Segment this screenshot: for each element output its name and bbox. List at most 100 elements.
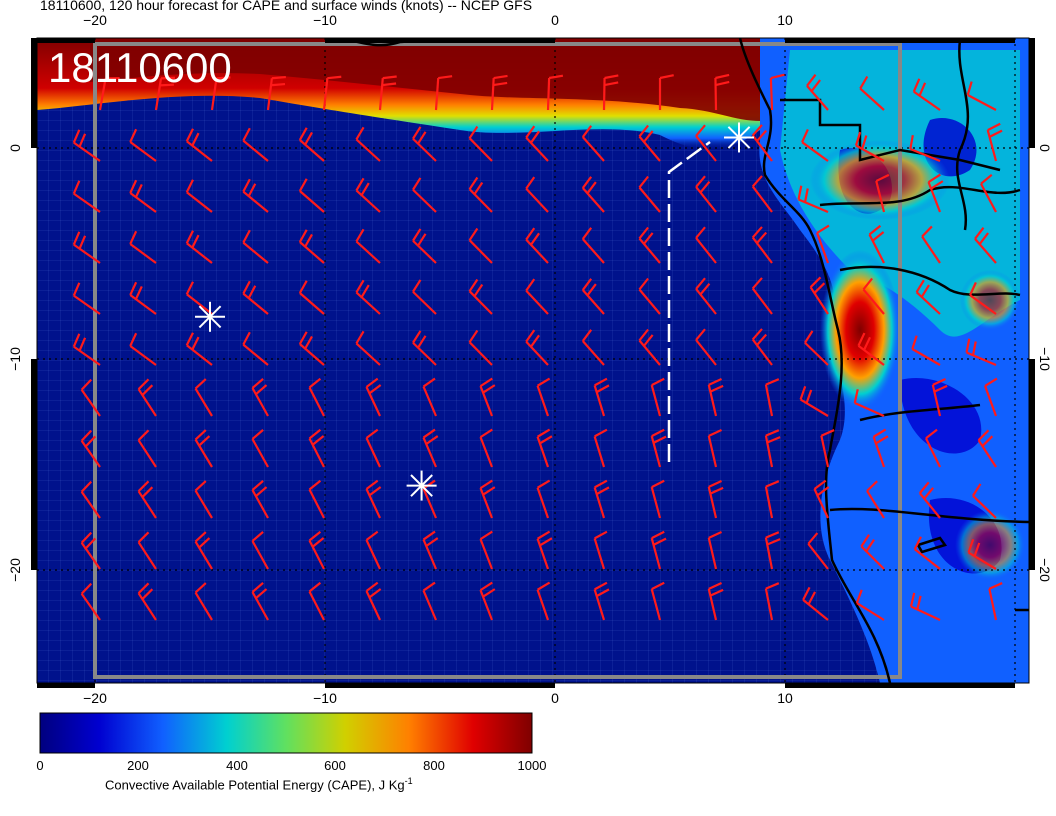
wind-barb — [866, 480, 885, 519]
wind-barb — [72, 231, 101, 264]
wind-barb — [872, 428, 889, 468]
wind-barb — [266, 75, 286, 111]
wind-barb — [251, 378, 269, 417]
wind-barb — [638, 124, 661, 162]
wind-barb — [72, 333, 101, 366]
wind-barb — [479, 377, 496, 417]
wind-barb — [365, 530, 381, 570]
wind-barb — [650, 377, 665, 417]
wind-barb — [242, 178, 269, 213]
lon-tick-top: 10 — [777, 12, 793, 28]
wind-barb — [365, 377, 382, 417]
wind-barb — [707, 377, 724, 417]
wind-barb — [308, 377, 325, 417]
wind-barb — [593, 479, 610, 519]
wind-barb — [816, 224, 830, 264]
wind-barb — [412, 330, 437, 366]
wind-barb — [972, 483, 997, 519]
wind-barb — [210, 76, 231, 111]
wind-barb — [525, 278, 549, 315]
wind-barb — [194, 531, 213, 570]
wind-barb — [915, 279, 941, 315]
wind-barb — [536, 530, 553, 570]
wind-barb — [764, 582, 780, 621]
wind-barb — [751, 124, 773, 162]
lon-tick-top: 0 — [551, 12, 559, 28]
wind-barb — [72, 180, 101, 213]
wind-barb — [322, 75, 342, 111]
wind-barb — [650, 530, 667, 570]
wind-barb — [412, 228, 437, 264]
lat-tick-left: −10 — [7, 347, 23, 371]
wind-barb — [308, 428, 325, 468]
lat-tick-labels-right: 0 −10 −20 — [1037, 144, 1053, 582]
wind-barb — [804, 330, 829, 366]
wind-barb — [751, 175, 773, 213]
wind-barb — [581, 227, 605, 264]
wind-barb — [137, 480, 157, 519]
axis-frame — [31, 37, 1035, 688]
wind-barb — [853, 389, 885, 418]
wind-barb — [298, 331, 325, 366]
wind-barb — [801, 128, 829, 162]
colorbar-tick: 800 — [423, 758, 445, 773]
wind-barb — [860, 534, 885, 570]
wind-barb — [984, 377, 998, 417]
colorbar-label-sup: -1 — [404, 776, 413, 786]
wind-barb — [695, 328, 717, 366]
wind-barb — [988, 582, 1003, 621]
wind-barb — [422, 428, 439, 468]
cape-hotspot-east — [960, 270, 1020, 330]
wind-barb — [965, 338, 997, 367]
wind-barb — [927, 173, 944, 213]
wind-barb — [707, 530, 722, 570]
wind-barb — [911, 335, 941, 366]
wind-barb — [857, 332, 885, 366]
wind-barb — [129, 281, 157, 315]
wind-barb — [854, 131, 885, 162]
wind-barb — [298, 229, 325, 264]
wind-barb — [129, 128, 157, 162]
wind-barb — [251, 531, 269, 570]
wind-barb — [980, 173, 997, 213]
map-panel — [37, 38, 1029, 683]
wind-barb — [412, 279, 437, 315]
wind-barb — [806, 74, 829, 111]
wind-barb — [525, 176, 549, 213]
wind-barb — [751, 328, 773, 366]
wind-barb — [194, 480, 213, 519]
wind-barb — [909, 592, 941, 621]
lat-tick-labels-left: 0 −10 −20 — [7, 144, 23, 582]
wind-barb — [650, 428, 667, 468]
wind-barb — [967, 538, 997, 570]
lon-tick-top: −20 — [83, 12, 107, 28]
wind-barb — [137, 582, 157, 621]
wind-barb — [251, 429, 269, 468]
wind-barb — [479, 530, 494, 570]
wind-barb — [468, 278, 493, 315]
wind-barb — [251, 480, 269, 519]
wind-barb — [638, 175, 661, 213]
wind-barb — [468, 329, 493, 366]
cape-hotspot-coast — [820, 250, 900, 410]
wind-barb — [919, 481, 941, 519]
wind-barb — [593, 581, 610, 621]
wind-barb — [931, 377, 948, 417]
lat-tick-right: 0 — [1037, 144, 1053, 152]
wind-barb — [154, 76, 176, 111]
wind-barb — [593, 377, 610, 417]
wind-barb — [185, 179, 213, 213]
wind-barb — [355, 177, 381, 213]
wind-barb — [422, 479, 438, 519]
wind-barb — [129, 332, 157, 366]
wind-barb — [707, 581, 724, 621]
wind-barb — [546, 74, 564, 111]
wind-barb — [365, 428, 381, 468]
lat-tick-right: −10 — [1037, 347, 1053, 371]
wind-barb — [72, 282, 101, 315]
wind-barb — [80, 480, 101, 519]
wind-barb — [809, 276, 829, 315]
wind-barb — [422, 581, 438, 621]
wind-barb — [412, 177, 437, 213]
